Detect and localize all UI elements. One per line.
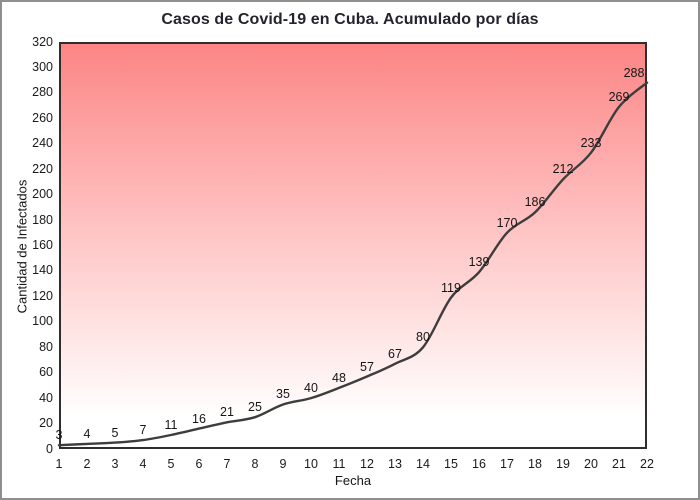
x-tick-label: 20: [584, 457, 598, 471]
data-point-label: 40: [304, 381, 318, 396]
data-point-label: 170: [496, 215, 518, 230]
data-point-label: 16: [192, 411, 206, 426]
data-point-label: 186: [524, 195, 546, 210]
x-tick-label: 19: [556, 457, 570, 471]
x-tick-label: 12: [360, 457, 374, 471]
data-point-label: 35: [276, 387, 290, 402]
x-axis-title: Fecha: [334, 473, 372, 488]
x-tick-label: 10: [304, 457, 318, 471]
data-point-label: 139: [468, 255, 490, 270]
x-tick-label: 17: [500, 457, 514, 471]
y-tick-label: 240: [32, 136, 53, 151]
y-tick-label: 60: [39, 365, 53, 380]
y-tick-label: 180: [32, 212, 53, 227]
data-point-label: 7: [139, 423, 147, 438]
y-tick-label: 20: [39, 416, 53, 431]
y-tick-label: 100: [32, 314, 53, 329]
x-tick-label: 7: [223, 457, 231, 471]
data-point-label: 212: [552, 162, 574, 177]
data-point-label: 5: [111, 425, 119, 440]
y-tick-label: 280: [32, 85, 53, 100]
x-tick-label: 11: [332, 457, 346, 471]
x-tick-label: 14: [416, 457, 430, 471]
y-tick-label: 120: [32, 288, 53, 303]
x-tick-label: 5: [167, 457, 175, 471]
y-tick-label: 220: [32, 161, 53, 176]
data-point-label: 67: [388, 346, 402, 361]
data-point-label: 48: [332, 370, 346, 385]
data-point-label: 269: [608, 89, 630, 104]
data-point-label: 119: [441, 280, 461, 295]
x-tick-label: 9: [279, 457, 287, 471]
chart-title: Casos de Covid-19 en Cuba. Acumulado por…: [161, 11, 539, 28]
data-point-label: 21: [220, 405, 234, 420]
x-tick-label: 15: [444, 457, 458, 471]
data-point-label: 3: [55, 428, 63, 443]
y-tick-label: 300: [32, 59, 53, 74]
x-tick-label: 16: [472, 457, 486, 471]
data-point-label: 80: [416, 330, 430, 345]
x-tick-label: 1: [55, 457, 63, 471]
y-tick-label: 200: [32, 187, 53, 202]
x-tick-label: 13: [388, 457, 402, 471]
y-tick-label: 140: [32, 263, 53, 278]
data-point-label: 11: [164, 418, 178, 432]
data-point-label: 4: [83, 426, 91, 441]
x-tick-label: 3: [111, 457, 119, 471]
x-tick-label: 22: [640, 457, 654, 471]
y-tick-label: 320: [32, 34, 53, 49]
y-tick-label: 260: [32, 110, 53, 125]
x-tick-label: 21: [612, 457, 626, 471]
data-point-label: 233: [580, 135, 602, 150]
x-tick-label: 2: [83, 457, 91, 471]
y-tick-label: 160: [32, 238, 53, 252]
y-tick-label: 0: [46, 441, 53, 456]
x-tick-label: 8: [251, 457, 259, 471]
x-tick-label: 18: [528, 457, 542, 471]
data-point-label: 57: [360, 359, 374, 374]
y-tick-label: 80: [39, 339, 53, 354]
x-tick-label: 6: [195, 457, 203, 471]
data-point-label: 25: [248, 400, 262, 415]
data-point-label: 288: [623, 65, 645, 80]
x-tick-label: 4: [139, 457, 147, 471]
plot-area: [59, 42, 647, 449]
y-tick-label: 40: [39, 390, 53, 405]
